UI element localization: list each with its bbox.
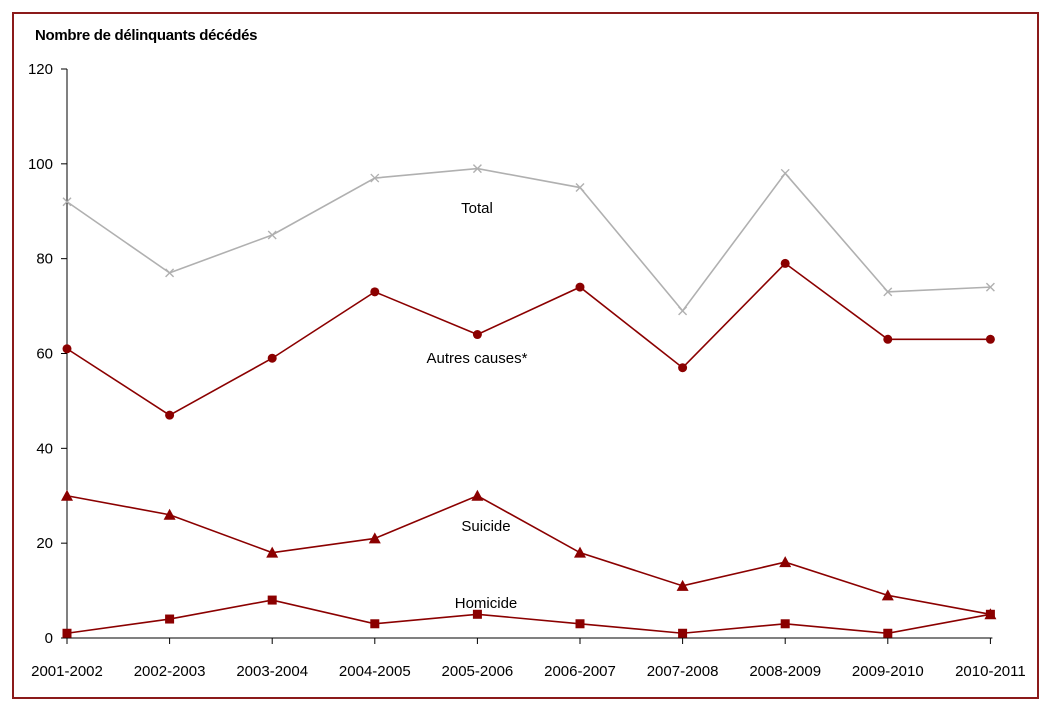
data-point-autres-causes — [370, 287, 380, 297]
x-tick-label: 2006-2007 — [544, 663, 616, 680]
data-point-suicide — [266, 546, 279, 558]
x-tick-label: 2008-2009 — [749, 663, 821, 680]
data-point-homicide — [883, 628, 893, 638]
series-label-suicide: Suicide — [461, 518, 510, 535]
data-point-homicide — [165, 614, 175, 624]
data-point-homicide — [678, 628, 688, 638]
data-point-autres-causes — [985, 334, 995, 344]
data-point-autres-causes — [62, 344, 72, 354]
data-point-suicide — [368, 532, 381, 544]
data-point-homicide — [985, 609, 995, 619]
series-line-total — [66, 167, 991, 313]
chart-frame — [12, 12, 1039, 699]
data-point-autres-causes — [678, 363, 688, 373]
data-point-autres-causes — [165, 410, 175, 420]
data-point-total — [472, 164, 482, 174]
x-tick-label: 2003-2004 — [236, 663, 308, 680]
x-tick-label: 2007-2008 — [647, 663, 719, 680]
data-point-autres-causes — [575, 282, 585, 292]
data-point-autres-causes — [472, 330, 482, 340]
data-point-autres-causes — [883, 334, 893, 344]
y-tick-label: 40 — [36, 440, 53, 457]
x-tick-label: 2004-2005 — [339, 663, 411, 680]
data-point-homicide — [472, 609, 482, 619]
y-tick-label: 20 — [36, 535, 53, 552]
data-point-total — [575, 183, 585, 193]
data-point-autres-causes — [267, 353, 277, 363]
y-tick-label: 100 — [28, 156, 53, 173]
y-tick-label: 60 — [36, 346, 53, 363]
series-line-homicide — [66, 599, 991, 635]
data-point-suicide — [471, 489, 484, 501]
data-point-suicide — [881, 589, 894, 601]
data-point-autres-causes — [780, 258, 790, 268]
data-point-suicide — [61, 489, 73, 501]
data-point-suicide — [574, 546, 586, 558]
y-axis-title: Nombre de délinquants décédés — [35, 27, 258, 44]
data-point-suicide — [779, 556, 792, 568]
data-point-total — [62, 197, 72, 207]
y-tick-label: 80 — [36, 251, 53, 268]
y-tick-label: 0 — [45, 630, 53, 647]
y-tick-label: 120 — [28, 61, 53, 78]
x-tick-label: 2009-2010 — [852, 663, 924, 680]
x-tick-label: 2002-2003 — [134, 663, 206, 680]
data-point-total — [883, 287, 893, 297]
data-point-homicide — [62, 628, 72, 638]
series-label-homicide: Homicide — [455, 595, 518, 612]
data-point-homicide — [267, 595, 277, 605]
data-point-total — [678, 306, 688, 316]
data-point-homicide — [780, 619, 790, 629]
data-point-suicide — [676, 579, 689, 591]
data-point-homicide — [575, 619, 585, 629]
series-line-suicide — [66, 494, 991, 616]
data-point-total — [267, 230, 277, 240]
x-tick-label: 2010-2011 — [955, 663, 1026, 680]
data-point-total — [165, 268, 175, 278]
data-point-total — [985, 282, 995, 292]
x-tick-label: 2001-2002 — [31, 663, 103, 680]
x-tick-label: 2005-2006 — [442, 663, 514, 680]
data-point-homicide — [370, 619, 380, 629]
series-line-autres-causes — [66, 262, 991, 417]
data-point-total — [780, 168, 790, 178]
data-point-total — [370, 173, 380, 183]
series-label-total: Total — [461, 200, 493, 217]
data-point-suicide — [163, 508, 176, 520]
series-label-autres-causes: Autres causes* — [427, 350, 528, 367]
